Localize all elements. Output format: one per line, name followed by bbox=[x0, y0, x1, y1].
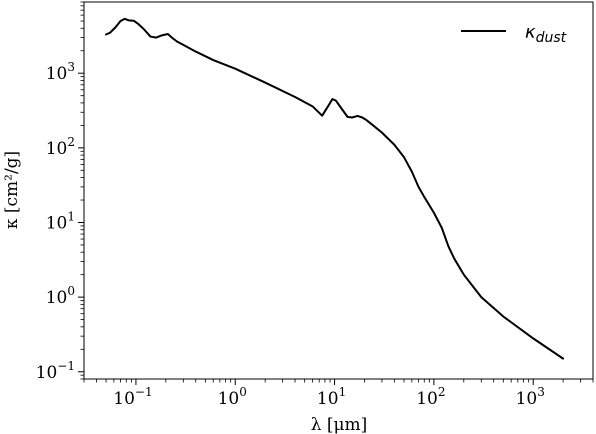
x-tick-label-base: 10 bbox=[416, 389, 438, 409]
x-tick-label-exp: 1 bbox=[339, 385, 347, 399]
y-tick-label: 102 bbox=[46, 135, 75, 159]
y-tick-label-base: 10 bbox=[36, 363, 58, 383]
x-tick-label: 102 bbox=[416, 385, 445, 409]
y-tick-label: 100 bbox=[46, 284, 75, 308]
x-tick-label-base: 10 bbox=[113, 389, 135, 409]
x-tick-labels: 10−1 100 101 102 103 bbox=[113, 385, 545, 409]
plot-frame bbox=[83, 1, 594, 380]
y-tick-label-base: 10 bbox=[46, 64, 68, 84]
y-axis-label: κ [cm²/g] bbox=[2, 151, 22, 229]
x-tick-label-exp: −1 bbox=[135, 385, 153, 399]
y-tick-label: 101 bbox=[46, 209, 75, 233]
legend-label-kappa-dust: κdust bbox=[525, 22, 567, 46]
y-tick-label-exp: 1 bbox=[67, 209, 75, 223]
x-tick-label: 101 bbox=[317, 385, 346, 409]
y-tick-label-exp: 2 bbox=[67, 135, 75, 149]
plot-background bbox=[84, 2, 593, 379]
y-tick-label-exp: 3 bbox=[67, 60, 75, 74]
ticks-layer bbox=[78, 1, 594, 385]
x-tick-label: 103 bbox=[516, 385, 545, 409]
x-tick-label-base: 10 bbox=[516, 389, 538, 409]
x-axis-label: λ [μm] bbox=[311, 415, 368, 434]
x-tick-label-base: 10 bbox=[317, 389, 339, 409]
y-tick-label-base: 10 bbox=[46, 288, 68, 308]
y-tick-label-base: 10 bbox=[46, 213, 68, 233]
y-tick-label: 103 bbox=[46, 60, 75, 84]
x-tick-label: 100 bbox=[218, 385, 247, 409]
x-tick-label-exp: 0 bbox=[239, 385, 247, 399]
legend: κdust bbox=[461, 22, 567, 46]
x-tick-label: 10−1 bbox=[113, 385, 152, 409]
y-tick-label: 10−1 bbox=[36, 359, 75, 383]
x-tick-label-base: 10 bbox=[218, 389, 240, 409]
series-line-kappa-dust bbox=[105, 17, 565, 360]
y-tick-label-exp: −1 bbox=[57, 359, 75, 373]
y-tick-label-base: 10 bbox=[46, 139, 68, 159]
x-tick-label-exp: 3 bbox=[537, 385, 545, 399]
y-tick-label-exp: 0 bbox=[67, 284, 75, 298]
x-tick-label-exp: 2 bbox=[438, 385, 446, 399]
